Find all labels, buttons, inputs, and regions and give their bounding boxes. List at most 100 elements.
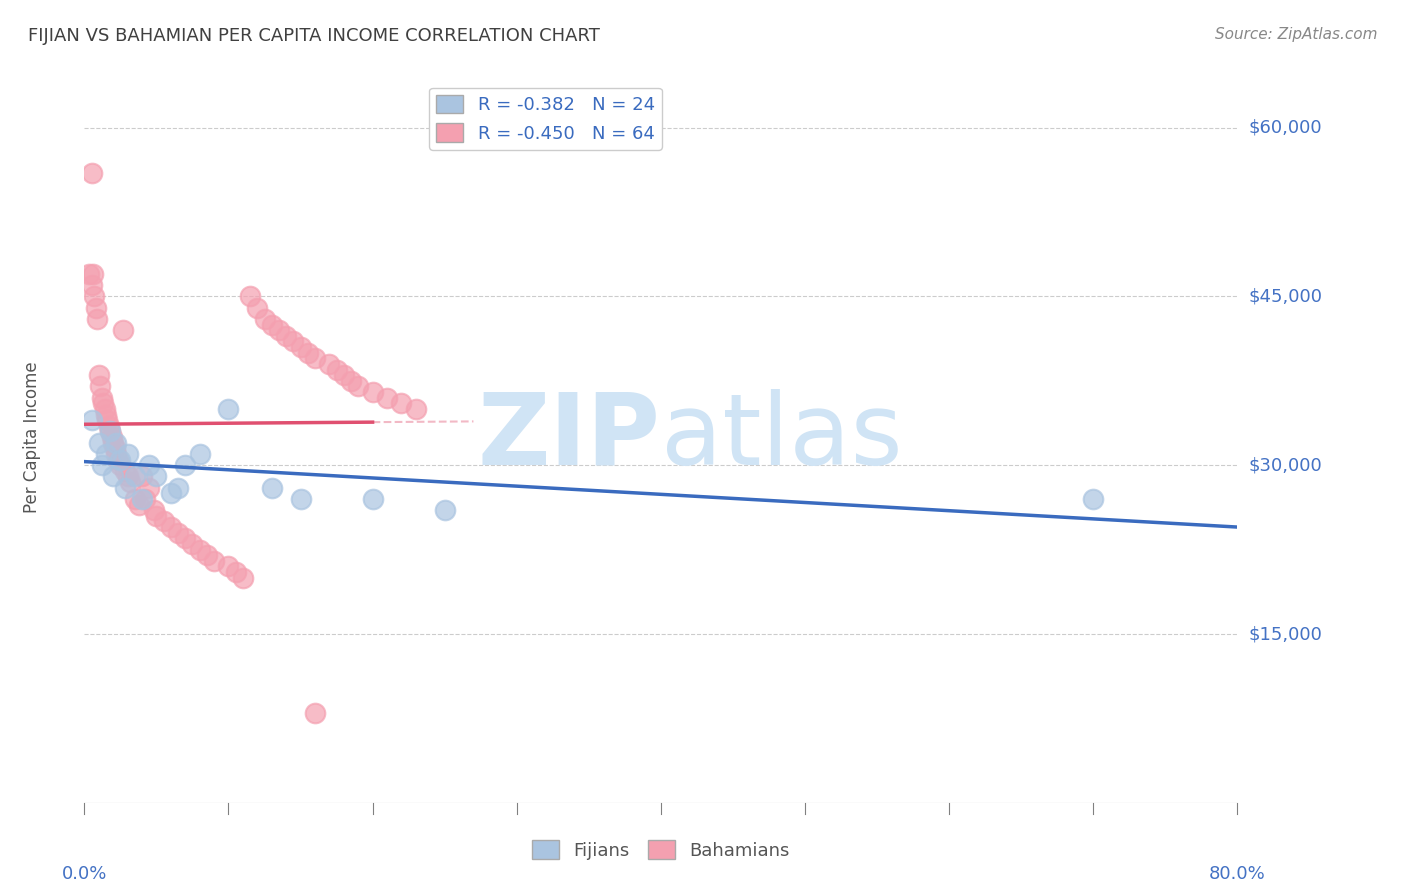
Text: 0.0%: 0.0% [62, 864, 107, 883]
Point [160, 520, 183, 534]
Point [90, 458, 112, 473]
Point [90, 391, 112, 405]
Text: Source: ZipAtlas.com: Source: ZipAtlas.com [1215, 27, 1378, 42]
Text: $45,000: $45,000 [1249, 287, 1323, 305]
Point [112, 323, 135, 337]
Point [131, 491, 153, 506]
Point [80, 413, 103, 427]
Point [276, 328, 298, 343]
Point [260, 318, 283, 332]
Point [105, 435, 128, 450]
Point [304, 351, 326, 366]
Text: Per Capita Income: Per Capita Income [24, 361, 42, 513]
Point [433, 503, 456, 517]
Point [103, 469, 124, 483]
Point [120, 475, 142, 489]
Point [114, 481, 136, 495]
Point [174, 458, 197, 473]
Point [188, 447, 211, 461]
Point [152, 515, 174, 529]
Point [87, 368, 110, 383]
Point [117, 447, 139, 461]
Point [340, 374, 363, 388]
Point [218, 559, 240, 574]
Point [93, 401, 115, 416]
Point [290, 340, 312, 354]
Point [283, 334, 305, 349]
Point [260, 481, 283, 495]
Point [267, 323, 290, 337]
Text: ZIP: ZIP [478, 389, 661, 485]
Point [110, 458, 132, 473]
Point [124, 469, 146, 483]
Point [325, 362, 347, 376]
Point [290, 491, 312, 506]
Point [347, 379, 370, 393]
Point [98, 425, 121, 439]
Point [128, 498, 150, 512]
Point [167, 481, 190, 495]
Point [91, 396, 114, 410]
Point [239, 289, 262, 303]
Text: $60,000: $60,000 [1249, 119, 1323, 136]
Point [100, 430, 122, 444]
Text: 80.0%: 80.0% [1209, 864, 1265, 883]
Point [246, 301, 269, 315]
Point [131, 469, 153, 483]
Point [117, 469, 139, 483]
Point [318, 357, 340, 371]
Point [391, 396, 413, 410]
Point [77, 267, 100, 281]
Point [142, 503, 165, 517]
Point [86, 312, 108, 326]
Point [80, 166, 103, 180]
Point [361, 491, 384, 506]
Point [87, 435, 110, 450]
Point [188, 542, 211, 557]
Point [104, 442, 127, 456]
Point [114, 464, 136, 478]
Point [80, 278, 103, 293]
Point [103, 435, 124, 450]
Point [96, 413, 118, 427]
Point [232, 571, 254, 585]
Point [94, 447, 117, 461]
Point [83, 289, 105, 303]
Point [405, 401, 427, 416]
Point [84, 301, 107, 315]
Point [97, 418, 120, 433]
Point [225, 565, 247, 579]
Text: atlas: atlas [661, 389, 903, 485]
Point [297, 345, 319, 359]
Point [195, 548, 218, 562]
Point [160, 486, 183, 500]
Text: $30,000: $30,000 [1249, 456, 1323, 475]
Point [105, 447, 128, 461]
Point [174, 532, 197, 546]
Point [94, 408, 117, 422]
Point [82, 267, 104, 281]
Point [145, 469, 167, 483]
Point [107, 452, 129, 467]
Point [110, 452, 132, 467]
Point [333, 368, 356, 383]
Point [218, 401, 240, 416]
Point [361, 385, 384, 400]
Point [167, 525, 190, 540]
Legend: Fijians, Bahamians: Fijians, Bahamians [524, 833, 797, 867]
Point [138, 458, 160, 473]
Point [375, 391, 398, 405]
Point [1083, 491, 1105, 506]
Point [304, 706, 326, 720]
Point [253, 312, 276, 326]
Point [138, 481, 160, 495]
Text: $15,000: $15,000 [1249, 625, 1323, 643]
Text: FIJIAN VS BAHAMIAN PER CAPITA INCOME CORRELATION CHART: FIJIAN VS BAHAMIAN PER CAPITA INCOME COR… [28, 27, 600, 45]
Point [181, 537, 204, 551]
Point [202, 554, 225, 568]
Point [134, 491, 156, 506]
Point [89, 379, 111, 393]
Point [124, 491, 146, 506]
Point [98, 425, 121, 439]
Point [145, 508, 167, 523]
